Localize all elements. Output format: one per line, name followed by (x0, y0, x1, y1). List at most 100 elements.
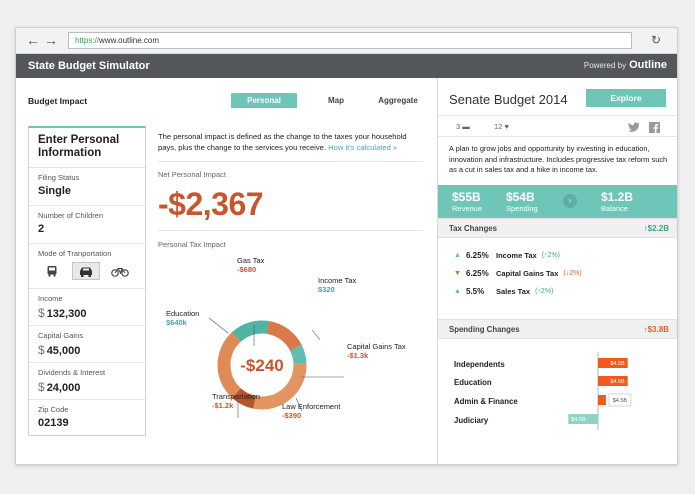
up-triangle-icon: ▲ (454, 252, 461, 259)
field-label: Mode of Tranportation (38, 249, 112, 258)
description-text: The personal impact is defined as the ch… (158, 132, 407, 152)
donut-label-value: -$1.3k (347, 351, 369, 360)
children-value[interactable]: 2 (38, 223, 45, 235)
powered-by-text: Powered by (583, 61, 627, 70)
children-field[interactable]: Number of Children 2 (29, 206, 145, 244)
comment-count[interactable]: 3 ▬ (456, 122, 470, 131)
url-text: www.outline.com (99, 36, 160, 45)
donut-label-value: $640k (166, 318, 187, 327)
stat-label: Spending (506, 204, 538, 213)
donut-label-transportation: Transportation -$1.2k (212, 392, 260, 410)
currency-symbol: $ (38, 380, 45, 394)
tax-row: ▲ 6.25% Income Tax (↑2%) (454, 251, 560, 260)
spending-bar[interactable] (568, 414, 598, 424)
spending-bar[interactable] (598, 376, 628, 386)
donut-segment-capital-gains-tax[interactable] (217, 320, 307, 410)
donut-segment-education[interactable] (208, 311, 315, 418)
tax-change: (↓2%) (563, 270, 582, 277)
up-triangle-icon: ▲ (454, 288, 461, 295)
divider (158, 230, 423, 231)
twitter-icon[interactable] (628, 120, 640, 138)
dividends-amount: 24,000 (46, 382, 81, 394)
comment-count-value: 3 (456, 122, 461, 131)
tax-change: (↑2%) (541, 252, 560, 259)
back-arrow-icon[interactable]: ← (26, 32, 40, 48)
budget-stats-bar: $55B Revenue $54B Spending › $1.2B Balance (438, 185, 677, 218)
stat-label: Revenue (452, 204, 483, 213)
spending-name: Education (454, 378, 492, 387)
like-count-value: 12 (494, 122, 503, 131)
tax-name: Income Tax (496, 251, 537, 260)
leader-line (208, 317, 229, 334)
spending-value-label: $4.5B (613, 398, 628, 404)
tax-change: (↑2%) (535, 288, 554, 295)
stat-spending: $54B Spending (506, 190, 538, 213)
zip-value[interactable]: 02139 (38, 417, 69, 429)
donut-segment-transportation[interactable] (208, 311, 315, 418)
impact-description: The personal impact is defined as the ch… (158, 131, 423, 153)
income-value[interactable]: $132,300 (38, 306, 136, 320)
brand-logo[interactable]: Outline (629, 59, 667, 71)
chevron-right-icon: › (563, 194, 577, 208)
donut-label-income-tax: Income Tax $320 (318, 276, 356, 294)
donut-segment-income-tax[interactable] (211, 314, 313, 416)
field-label: Number of Children (38, 211, 104, 220)
browser-toolbar: ← → https://www.outline.com ↻ (16, 28, 677, 54)
donut-label-name: Capital Gains Tax (347, 342, 406, 351)
stat-revenue: $55B Revenue (452, 190, 482, 213)
spending-changes-header[interactable]: Spending Changes ↑$3.8B (438, 319, 677, 339)
donut-label-law-enforcement: Law Enforcement -$390 (282, 402, 340, 420)
spending-name: Admin & Finance (454, 397, 518, 406)
spending-bar[interactable] (598, 358, 628, 368)
donut-label-name: Income Tax (318, 276, 357, 285)
card-heading: Enter Personal Information (29, 128, 145, 168)
reload-icon[interactable]: ↻ (650, 33, 661, 47)
donut-label-capital-gains: Capital Gains Tax -$1.3k (347, 342, 406, 360)
spending-changes-title: Spending Changes (449, 325, 520, 334)
currency-symbol: $ (38, 306, 45, 320)
tax-changes-header[interactable]: Tax Changes ↑$2.2B (438, 218, 677, 238)
dividends-value[interactable]: $24,000 (38, 380, 136, 394)
donut-label-value: -$1.2k (212, 401, 234, 410)
how-calculated-link[interactable]: How it's calculated » (328, 143, 398, 152)
donut-label-name: Law Enforcement (282, 402, 341, 411)
dividends-field[interactable]: Dividends & Interest $24,000 (29, 363, 145, 400)
net-impact-value: -$2,367 (158, 186, 264, 222)
leader-line (311, 329, 321, 341)
donut-label-education: Education $640k (166, 309, 199, 327)
tab-aggregate[interactable]: Aggregate (378, 96, 418, 105)
like-count[interactable]: 12 ♥ (494, 122, 509, 131)
filing-status-field[interactable]: Filing Status Single (29, 168, 145, 206)
tab-map[interactable]: Map (328, 96, 344, 105)
donut-center-value: -$240 (240, 356, 283, 375)
donut-label-value: -$680 (237, 265, 257, 274)
stat-label: Balance (601, 204, 629, 213)
facebook-icon[interactable] (649, 120, 660, 138)
divider (158, 161, 423, 162)
bus-icon[interactable] (38, 262, 66, 280)
field-label: Filing Status (38, 173, 80, 182)
spending-value-label: $4.5B (610, 361, 625, 367)
donut-segment-law-enforcement[interactable] (217, 320, 307, 410)
tax-rate: 6.25% (466, 269, 489, 278)
filing-status-value[interactable]: Single (38, 185, 72, 197)
capital-gains-value[interactable]: $45,000 (38, 343, 136, 357)
tab-personal[interactable]: Personal (231, 93, 297, 108)
address-bar[interactable]: https://www.outline.com (68, 32, 632, 49)
transport-field: Mode of Tranportation (29, 244, 145, 289)
senate-budget-panel: Senate Budget 2014 Explore 3 ▬ 12 ♥ A pl… (437, 78, 677, 464)
zip-field[interactable]: Zip Code 02139 (29, 400, 145, 436)
bicycle-icon[interactable] (106, 262, 134, 280)
spending-bar[interactable] (598, 395, 606, 405)
income-field[interactable]: Income $132,300 (29, 289, 145, 326)
spending-value-label: $4.5B (610, 379, 625, 385)
forward-arrow-icon[interactable]: → (44, 32, 58, 48)
car-icon[interactable] (72, 262, 100, 280)
donut-label-gas-tax: Gas Tax -$680 (237, 256, 264, 274)
tax-impact-label: Personal Tax Impact (158, 240, 226, 249)
explore-button[interactable]: Explore (586, 89, 666, 107)
spending-value-label: $4.5B (571, 417, 586, 423)
capital-gains-field[interactable]: Capital Gains $45,000 (29, 326, 145, 363)
donut-svg: -$240 (208, 311, 344, 418)
stat-value: $54B (506, 190, 535, 204)
